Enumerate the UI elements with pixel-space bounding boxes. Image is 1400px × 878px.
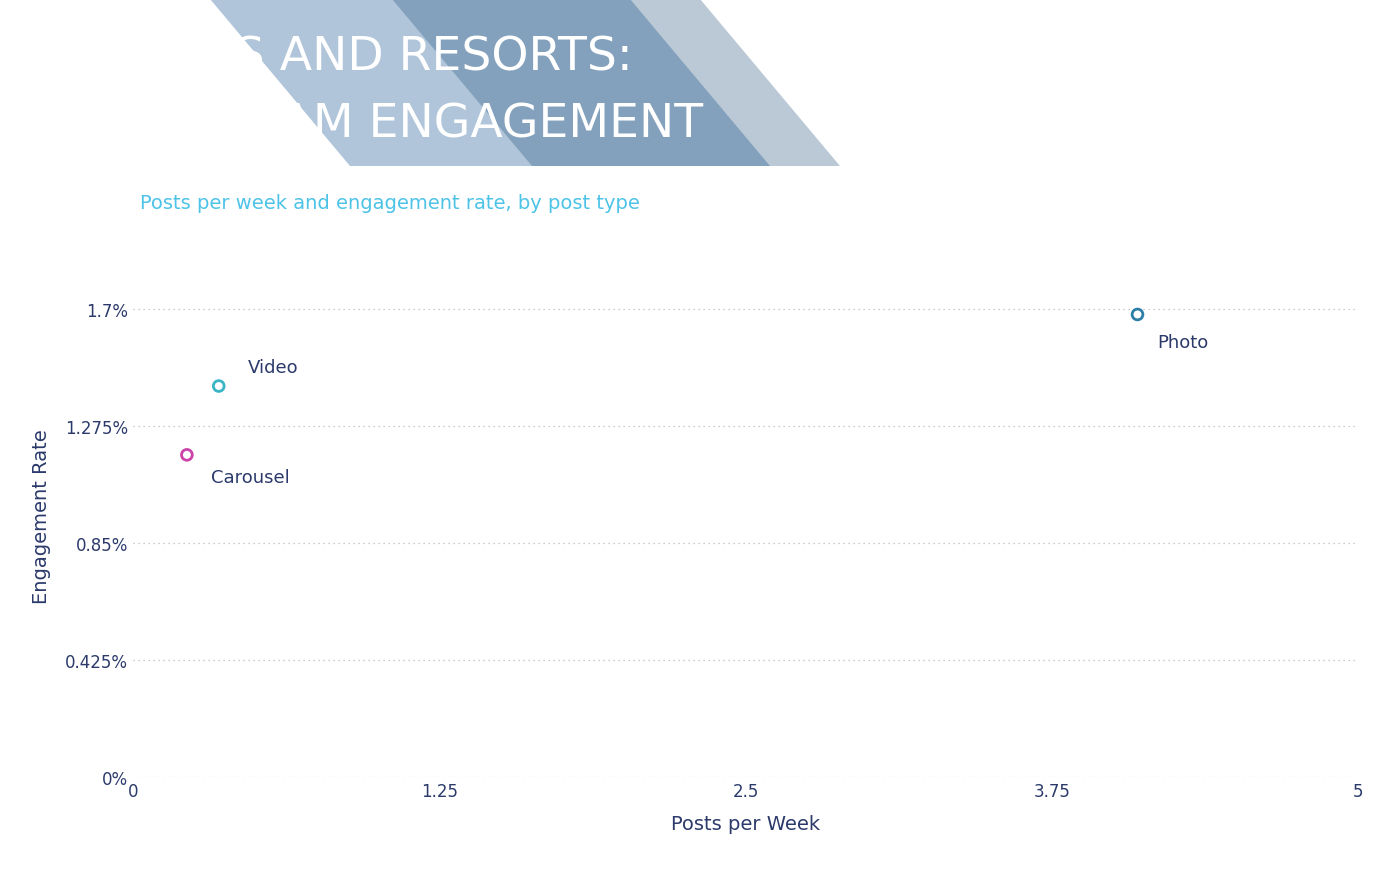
Text: Posts per week and engagement rate, by post type: Posts per week and engagement rate, by p… [140,194,640,213]
Y-axis label: Engagement Rate: Engagement Rate [32,428,52,603]
Text: Video: Video [248,358,298,377]
Point [1126,308,1148,322]
Polygon shape [392,0,840,167]
Text: HOTELS AND RESORTS:: HOTELS AND RESORTS: [77,36,633,81]
Point [207,379,230,393]
Point [176,449,199,463]
Text: INSTAGRAM ENGAGEMENT: INSTAGRAM ENGAGEMENT [77,103,703,148]
Polygon shape [210,0,770,167]
Text: Carousel: Carousel [211,468,290,486]
Text: Photo: Photo [1156,334,1208,351]
X-axis label: Posts per Week: Posts per Week [671,814,820,832]
